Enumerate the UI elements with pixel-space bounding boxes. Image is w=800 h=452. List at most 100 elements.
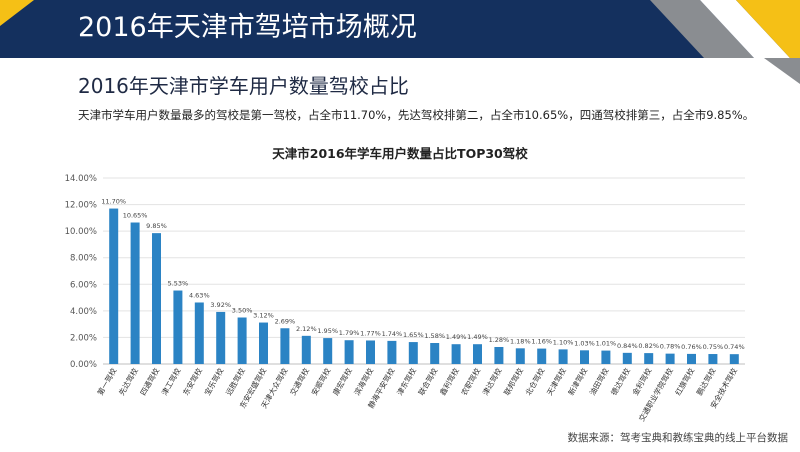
data-label: 9.85% (146, 222, 167, 230)
bar (558, 349, 568, 364)
data-label: 3.92% (210, 301, 231, 309)
bar (366, 340, 375, 364)
bar (729, 354, 739, 364)
bar (109, 208, 119, 364)
x-tick-label: 津工驾校 (159, 366, 183, 397)
x-tick-label: 鹏达驾校 (694, 366, 718, 397)
x-tick-label: 北仓驾校 (523, 366, 547, 397)
data-label: 5.53% (168, 280, 189, 288)
bar (280, 328, 290, 364)
data-label: 0.78% (660, 343, 681, 351)
bar (152, 233, 161, 364)
bar (515, 348, 525, 364)
x-tick-label: 第一驾校 (95, 366, 119, 397)
section-description: 天津市学车用户数量最多的驾校是第一驾校，占全市11.70%，先达驾校排第二，占全… (78, 108, 755, 122)
data-label: 1.74% (382, 330, 403, 338)
bar (130, 222, 140, 364)
x-tick-label: 农职驾校 (459, 366, 483, 397)
bar (216, 311, 226, 364)
corner-gray-bottom (764, 58, 800, 84)
bar (344, 340, 354, 364)
data-label: 1.10% (553, 338, 574, 346)
x-tick-label: 天津驾校 (544, 366, 568, 397)
data-label: 1.77% (360, 329, 381, 337)
data-label: 1.49% (446, 333, 467, 341)
x-tick-label: 津达驾校 (480, 366, 504, 397)
bar (323, 338, 333, 364)
data-label: 0.82% (638, 342, 659, 350)
y-tick-label: 14.00% (65, 174, 97, 184)
bar (708, 354, 718, 364)
bar-chart: 天津市2016年学车用户数量占比TOP30驾校 0.00% 2.00% 4.00% 6.… (65, 146, 745, 423)
data-label: 1.28% (489, 336, 510, 344)
x-tick-label: 油田驾校 (587, 366, 611, 397)
chart-container: 天津市2016年学车用户数量占比TOP30驾校 0.00% 2.00% 4.00% 6.… (0, 140, 800, 448)
bar (601, 350, 611, 364)
x-tick-label: 滨海驾校 (352, 366, 376, 397)
bar (665, 353, 675, 364)
bar (537, 348, 547, 364)
page-title: 2016年天津市驾培市场概况 (78, 12, 417, 43)
data-label: 2.12% (296, 325, 317, 333)
data-label: 1.79% (339, 329, 360, 337)
bar (430, 343, 440, 364)
bar (387, 340, 397, 364)
x-tick-label: 联合驾校 (416, 366, 440, 397)
data-label: 1.03% (574, 339, 595, 347)
data-label: 3.12% (253, 312, 274, 320)
bar (173, 290, 183, 364)
data-label: 10.65% (123, 212, 148, 220)
data-source-note: 数据来源：驾考宝典和教练宝典的线上平台数据 (567, 432, 789, 444)
data-label: 1.49% (467, 333, 488, 341)
data-label: 1.01% (596, 340, 617, 348)
x-tick-label: 鑫利驾校 (437, 366, 461, 397)
x-tick-label: 红旗驾校 (673, 366, 697, 397)
y-tick-label: 10.00% (65, 227, 97, 237)
bar (473, 344, 482, 364)
x-tick-label: 交通驾校 (287, 366, 311, 397)
x-tick-label: 远胜驾校 (223, 366, 247, 397)
y-tick-label: 0.00% (70, 360, 97, 370)
data-label: 1.58% (424, 332, 445, 340)
data-label: 0.75% (703, 343, 724, 351)
y-tick-label: 2.00% (70, 333, 97, 343)
x-tick-label: 安顺驾校 (309, 366, 333, 397)
bar (194, 302, 204, 364)
data-label: 3.50% (232, 307, 253, 315)
data-label: 0.84% (617, 342, 638, 350)
bar (494, 346, 504, 364)
bar (644, 353, 654, 364)
data-label: 1.65% (403, 331, 424, 339)
bar (259, 322, 268, 364)
y-tick-label: 12.00% (65, 201, 97, 211)
data-label: 1.18% (510, 337, 531, 345)
bar (408, 342, 418, 364)
x-tick-label: 先达驾校 (116, 366, 140, 397)
x-tick-label: 东安驾校 (180, 366, 204, 397)
data-label: 2.69% (275, 317, 296, 325)
bar (237, 317, 247, 364)
bar (451, 344, 461, 364)
y-tick-label: 6.00% (70, 280, 97, 290)
x-tick-label: 联邦驾校 (501, 366, 525, 397)
y-tick-label: 8.00% (70, 254, 97, 264)
data-label: 11.70% (101, 198, 126, 206)
bar (580, 350, 589, 364)
x-tick-label: 宝乐驾校 (202, 366, 226, 397)
x-tick-label: 德达驾校 (608, 366, 632, 397)
x-tick-label: 新津驾校 (566, 366, 590, 397)
data-label: 0.76% (681, 343, 702, 351)
x-tick-label: 四通驾校 (138, 366, 162, 397)
data-label: 4.63% (189, 291, 210, 299)
y-tick-label: 4.00% (70, 307, 97, 317)
data-label: 1.95% (317, 327, 338, 335)
chart-title: 天津市2016年学车用户数量占比TOP30驾校 (272, 146, 528, 161)
bar (301, 335, 311, 364)
x-tick-label: 津东驾校 (394, 366, 418, 397)
data-label: 1.16% (531, 338, 552, 346)
bar (622, 352, 632, 364)
data-label: 0.74% (724, 343, 745, 351)
x-tick-label: 金利驾校 (630, 366, 654, 397)
bar (687, 353, 696, 364)
header-bar: 2016年天津市驾培市场概况 (0, 0, 800, 58)
